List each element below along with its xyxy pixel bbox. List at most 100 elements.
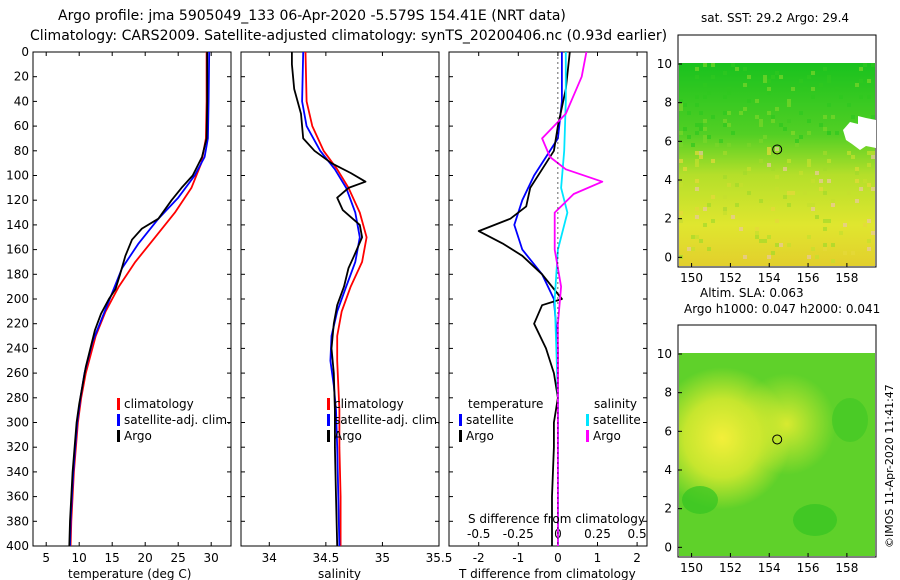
sst-pixel — [747, 143, 751, 147]
sst-pixel — [727, 143, 731, 147]
sst-pixel — [747, 167, 751, 171]
sst-pixel — [799, 111, 803, 115]
sla-map-panel: Altim. SLA: 0.063 Argo h1000: 0.047 h200… — [657, 286, 881, 575]
sst-pixel — [775, 151, 779, 155]
sst-pixel — [835, 131, 839, 135]
sst-pixel — [727, 87, 731, 91]
sst-pixel — [843, 223, 847, 227]
sst-pixel — [739, 227, 743, 231]
sst-pixel — [775, 219, 779, 223]
sst-pixel — [787, 119, 791, 123]
map-y-tick-label: 8 — [664, 386, 672, 400]
map-x-tick-label: 154 — [758, 561, 781, 575]
difference-legend-temperature: temperature satellite Argo — [459, 397, 543, 443]
sst-pixel — [779, 75, 783, 79]
sst-pixel — [703, 83, 707, 87]
map-x-tick-label: 154 — [758, 271, 781, 285]
temperature-panel: 0 20 40 60 80 100 120 140 160 180 200 220 240 260 280 3… — [6, 45, 232, 580]
sst-pixel — [755, 115, 759, 119]
sst-pixel — [867, 95, 871, 99]
sst-pixel — [807, 131, 811, 135]
sst-pixel — [855, 83, 859, 87]
map-x-tick-label: 150 — [680, 561, 703, 575]
sst-pixel — [799, 79, 803, 83]
figure-title-line1: Argo profile: jma 5905049_133 06-Apr-202… — [58, 8, 566, 24]
sst-pixel — [787, 159, 791, 163]
depth-tick-label: 120 — [6, 193, 29, 207]
depth-tick-label: 80 — [14, 144, 29, 158]
sst-pixel — [743, 171, 747, 175]
sst-pixel — [871, 191, 875, 195]
sla-low-anomaly — [832, 398, 868, 442]
sst-pixel — [827, 179, 831, 183]
x-tick-label: -1 — [512, 551, 524, 565]
sst-pixel — [679, 103, 683, 107]
legend-argo: Argo — [124, 429, 152, 443]
sst-pixel — [783, 127, 787, 131]
s-diff-tick-label: 0.25 — [584, 527, 611, 541]
sst-pixel — [791, 87, 795, 91]
sst-pixel — [767, 255, 771, 259]
map-y-tick-label: 8 — [664, 96, 672, 110]
sst-pixel — [703, 119, 707, 123]
imos-credit: ©IMOS 11-Apr-2020 11:41:47 — [883, 384, 896, 548]
sst-pixel — [683, 167, 687, 171]
sst-pixel — [815, 255, 819, 259]
sst-pixel — [767, 87, 771, 91]
sst-pixel — [823, 67, 827, 71]
series-line-t-argo — [477, 51, 571, 546]
sst-pixel — [735, 183, 739, 187]
sst-pixel — [779, 243, 783, 247]
sst-pixel — [715, 143, 719, 147]
sst-pixel — [775, 175, 779, 179]
sst-pixel — [695, 163, 699, 167]
x-tick-label: 34 — [262, 551, 277, 565]
depth-tick-label: 180 — [6, 267, 29, 281]
legend-s-argo: Argo — [593, 429, 621, 443]
sst-pixel — [855, 199, 859, 203]
sst-pixel — [711, 63, 715, 67]
sst-pixel — [755, 231, 759, 235]
sst-pixel — [695, 207, 699, 211]
map-x-tick-label: 158 — [835, 271, 858, 285]
sst-pixel — [831, 203, 835, 207]
sst-pixel — [867, 239, 871, 243]
legend-climatology: climatology — [334, 397, 404, 411]
sst-pixel — [695, 95, 699, 99]
depth-tick-labels: 0 20 40 60 80 100 120 140 160 180 200 220 240 260 280 3… — [6, 45, 29, 553]
x-tick-label: 35.5 — [426, 551, 453, 565]
legend-swatch-s-satellite — [586, 414, 589, 426]
depth-tick-label: 340 — [6, 465, 29, 479]
sst-pixel — [831, 115, 835, 119]
x-tick-label: 34.5 — [312, 551, 339, 565]
sst-pixel — [727, 183, 731, 187]
sst-pixel — [871, 231, 875, 235]
sst-pixel — [695, 131, 699, 135]
sst-pixel — [851, 115, 855, 119]
sst-pixel — [767, 79, 771, 83]
map-x-tick-label: 152 — [719, 561, 742, 575]
sst-pixel — [703, 135, 707, 139]
sst-pixel — [723, 111, 727, 115]
sla-low-anomaly — [682, 486, 718, 514]
sst-pixel — [819, 83, 823, 87]
salinity-panel: 34 34.5 35 35.5 salinity climatology satell… — [240, 51, 453, 580]
sst-pixel — [763, 239, 767, 243]
sst-pixel — [855, 179, 859, 183]
legend-s-satellite: satellite — [593, 413, 641, 427]
legend-swatch-t-satellite — [459, 414, 462, 426]
sst-pixel — [811, 207, 815, 211]
depth-tick-label: 20 — [14, 70, 29, 84]
depth-tick-label: 240 — [6, 341, 29, 355]
sst-pixel — [679, 107, 683, 111]
depth-tick-label: 0 — [21, 45, 29, 59]
map-x-tick-label: 156 — [797, 271, 820, 285]
difference-axes-frame — [448, 51, 648, 547]
sst-pixel — [847, 191, 851, 195]
sst-pixel — [695, 235, 699, 239]
sst-pixel — [759, 239, 763, 243]
sst-pixel — [771, 115, 775, 119]
sst-pixel — [703, 139, 707, 143]
sst-pixel — [695, 151, 699, 155]
